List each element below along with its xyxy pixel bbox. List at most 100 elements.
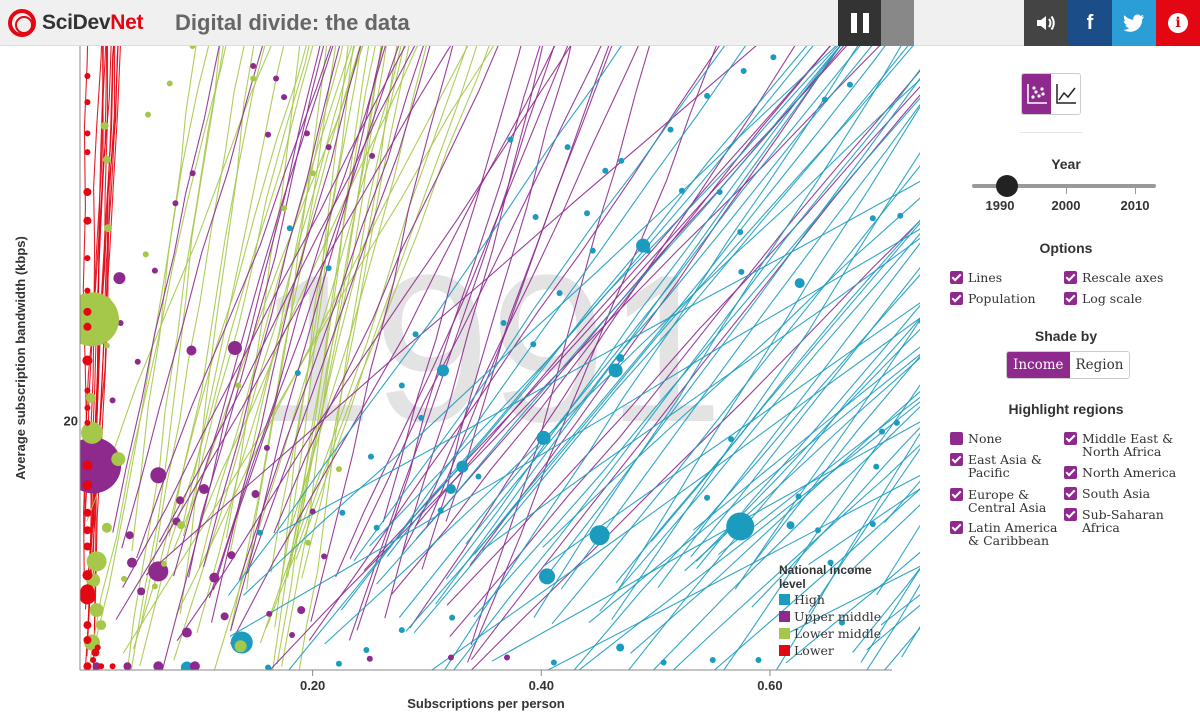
data-point-upper-middle[interactable]: [113, 272, 126, 285]
data-point-upper-middle[interactable]: [263, 444, 270, 451]
data-point-lower[interactable]: [82, 570, 93, 581]
data-point-high[interactable]: [412, 331, 419, 338]
data-point-high[interactable]: [398, 382, 405, 389]
data-point-upper-middle[interactable]: [125, 531, 134, 540]
data-point-lower-middle[interactable]: [89, 603, 104, 618]
data-point-upper-middle[interactable]: [265, 131, 272, 138]
data-point-high[interactable]: [532, 213, 539, 220]
data-point-lower-middle[interactable]: [177, 521, 186, 530]
data-point-upper-middle[interactable]: [92, 662, 101, 670]
data-point-lower[interactable]: [84, 387, 91, 394]
data-point-high[interactable]: [445, 484, 456, 495]
data-point-lower-middle[interactable]: [281, 205, 288, 212]
scidevnet-logo[interactable]: SciDevNet: [8, 8, 144, 38]
data-point-upper-middle[interactable]: [325, 144, 332, 151]
data-point-lower[interactable]: [84, 149, 91, 156]
data-point-lower[interactable]: [83, 307, 92, 316]
data-point-upper-middle[interactable]: [199, 484, 210, 495]
data-point-high[interactable]: [325, 265, 332, 272]
data-point-upper-middle[interactable]: [447, 654, 454, 661]
data-point-lower[interactable]: [84, 99, 91, 106]
data-point-lower[interactable]: [84, 130, 91, 137]
data-point-high[interactable]: [921, 486, 927, 492]
data-point-high[interactable]: [418, 414, 425, 421]
checkbox-none[interactable]: [950, 432, 963, 445]
data-point-high[interactable]: [726, 512, 755, 541]
data-point-high[interactable]: [550, 659, 557, 666]
data-point-lower-middle[interactable]: [235, 382, 242, 389]
data-point-high[interactable]: [286, 225, 293, 232]
data-point-high[interactable]: [704, 494, 711, 501]
data-point-high[interactable]: [716, 189, 723, 196]
data-point-lower[interactable]: [84, 255, 91, 262]
data-point-upper-middle[interactable]: [281, 94, 288, 101]
data-point-high[interactable]: [821, 96, 828, 103]
data-point-high[interactable]: [437, 507, 444, 514]
data-point-lower-middle[interactable]: [96, 620, 107, 631]
timeline-progress[interactable]: [881, 0, 914, 46]
data-point-high[interactable]: [897, 212, 904, 219]
data-point-lower[interactable]: [82, 355, 93, 366]
data-point-high[interactable]: [616, 354, 625, 362]
data-point-upper-middle[interactable]: [250, 62, 257, 69]
data-point-lower-middle[interactable]: [86, 551, 107, 572]
data-point-high[interactable]: [539, 568, 556, 585]
data-point-lower[interactable]: [84, 419, 91, 426]
checkbox-latin-america-caribbean[interactable]: [950, 521, 963, 534]
data-point-high[interactable]: [436, 364, 449, 377]
data-point-lower[interactable]: [82, 480, 93, 491]
data-point-upper-middle[interactable]: [366, 655, 373, 662]
data-point-upper-middle[interactable]: [189, 661, 200, 671]
shade-income-button[interactable]: Income: [1007, 352, 1070, 378]
data-point-high[interactable]: [608, 363, 623, 378]
region-east-asia-pacific[interactable]: East Asia & Pacific: [950, 453, 1042, 479]
data-point-high[interactable]: [786, 521, 795, 530]
data-point-upper-middle[interactable]: [289, 632, 296, 639]
data-point-upper-middle[interactable]: [65, 437, 122, 494]
data-point-lower[interactable]: [82, 460, 93, 471]
data-point-high[interactable]: [507, 136, 514, 143]
data-point-high[interactable]: [602, 167, 609, 174]
data-point-high[interactable]: [660, 659, 667, 666]
option-lines[interactable]: Lines: [950, 271, 1002, 284]
data-point-lower[interactable]: [84, 72, 91, 79]
data-point-upper-middle[interactable]: [181, 627, 192, 638]
region-latin-america-caribbean[interactable]: Latin America & Caribbean: [950, 521, 1058, 547]
data-point-lower[interactable]: [83, 216, 92, 225]
slider-thumb[interactable]: [996, 175, 1018, 197]
data-point-high[interactable]: [728, 436, 735, 443]
data-point-high[interactable]: [814, 527, 821, 534]
data-point-lower-middle[interactable]: [189, 46, 196, 49]
region-europe-central-asia[interactable]: Europe & Central Asia: [950, 488, 1046, 514]
data-point-lower[interactable]: [91, 648, 100, 657]
data-point-lower-middle[interactable]: [101, 522, 112, 533]
data-point-high[interactable]: [530, 341, 537, 348]
twitter-button[interactable]: [1112, 0, 1156, 46]
data-point-high[interactable]: [449, 614, 456, 621]
data-point-high[interactable]: [584, 210, 591, 217]
data-point-high[interactable]: [618, 157, 625, 164]
data-point-lower-middle[interactable]: [111, 452, 126, 467]
data-point-lower-middle[interactable]: [121, 575, 128, 582]
data-point-upper-middle[interactable]: [189, 170, 196, 177]
data-point-high[interactable]: [878, 428, 885, 435]
data-point-lower-middle[interactable]: [305, 539, 312, 546]
data-point-lower-middle[interactable]: [102, 155, 111, 164]
data-point-lower-middle[interactable]: [85, 392, 96, 403]
data-point-high[interactable]: [564, 144, 571, 151]
data-point-high[interactable]: [589, 525, 610, 546]
checkbox-east-asia-pacific[interactable]: [950, 453, 963, 466]
data-point-high[interactable]: [265, 664, 272, 671]
data-point-high[interactable]: [929, 122, 930, 128]
data-point-lower-middle[interactable]: [151, 583, 158, 590]
data-point-lower[interactable]: [83, 322, 92, 331]
data-point-high[interactable]: [918, 319, 925, 325]
checkbox-sub-saharan-africa[interactable]: [1064, 508, 1077, 521]
data-point-upper-middle[interactable]: [150, 467, 167, 484]
data-point-high[interactable]: [556, 290, 563, 297]
data-point-high[interactable]: [257, 529, 264, 536]
data-point-high[interactable]: [667, 126, 674, 133]
data-point-upper-middle[interactable]: [227, 551, 236, 560]
region-middle-east-north-africa[interactable]: Middle East & North Africa: [1064, 432, 1173, 458]
data-point-lower[interactable]: [84, 404, 91, 411]
